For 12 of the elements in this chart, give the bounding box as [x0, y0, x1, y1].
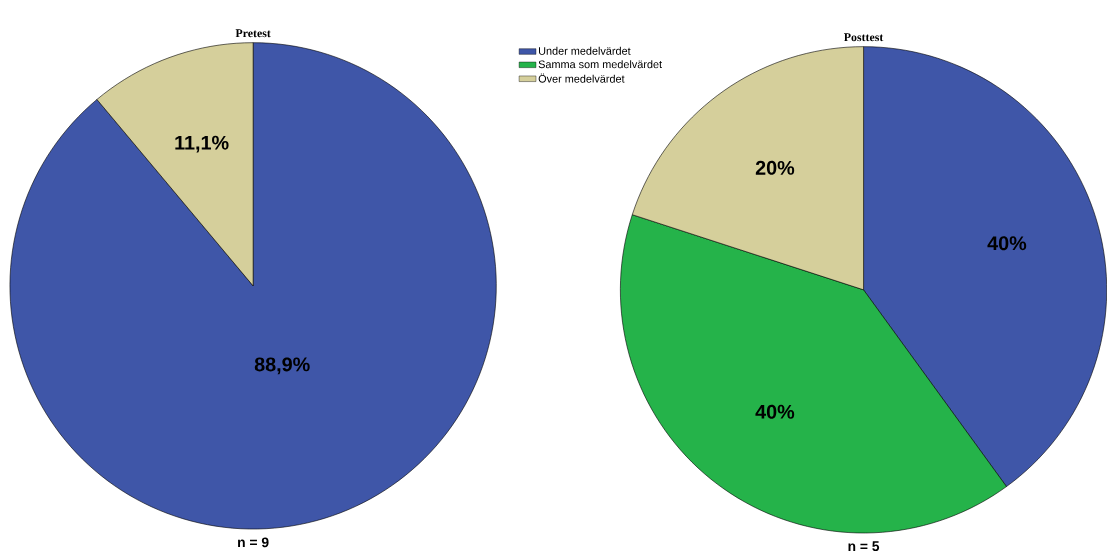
text: n = 5 — [848, 541, 880, 552]
legend-label: Samma som medelvärdet — [538, 60, 662, 69]
legend-label: Över medelvärdet — [538, 73, 625, 83]
data-label: 40% — [755, 404, 795, 419]
chart-title: Posttest — [843, 33, 884, 42]
data-label: 11,1% — [175, 135, 229, 153]
text: n = 9 — [238, 537, 269, 548]
data-label: 88,9% — [254, 357, 310, 375]
data-label: 20% — [755, 160, 795, 175]
chart-title: Pretest — [235, 29, 271, 38]
legend-label: Under medelvärdet — [539, 46, 631, 55]
data-label: 40% — [987, 236, 1027, 251]
